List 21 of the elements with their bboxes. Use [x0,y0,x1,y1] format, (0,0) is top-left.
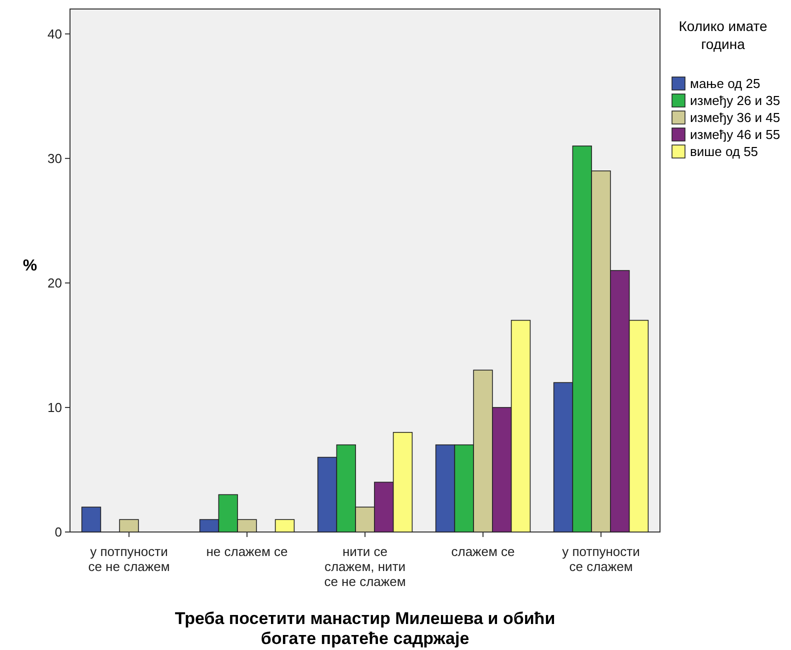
x-tick-label: у потпуности се не слажем [88,544,170,574]
y-tick-label: 20 [48,276,62,290]
y-tick-label: 30 [48,150,62,166]
y-tick-label: 40 [48,26,62,42]
y-tick-label: 10 [48,400,62,416]
legend-label: више од 55 [690,144,758,159]
legend-title: Колико имате година [678,18,768,52]
x-tick-label: не слажем се [206,544,288,559]
x-tick-label: нити се слажем, нити се не слажем [324,544,406,589]
x-tick-label: слажем се [451,544,515,559]
legend-label: мање од 25 [690,76,760,91]
bar [81,506,102,532]
x-tick-label: у потпуности се слажем [562,544,640,574]
y-tick-label: 0 [54,524,62,540]
y-axis-title: % [22,258,38,274]
bar [274,519,295,532]
legend-label: између 26 и 35 [690,93,780,108]
bar [119,519,139,532]
legend-label: између 36 и 45 [690,110,780,125]
legend-label: између 46 и 55 [690,127,780,142]
text: Треба посетити манастир Милешева и обићи богате пратеће садржаје [174,609,556,648]
